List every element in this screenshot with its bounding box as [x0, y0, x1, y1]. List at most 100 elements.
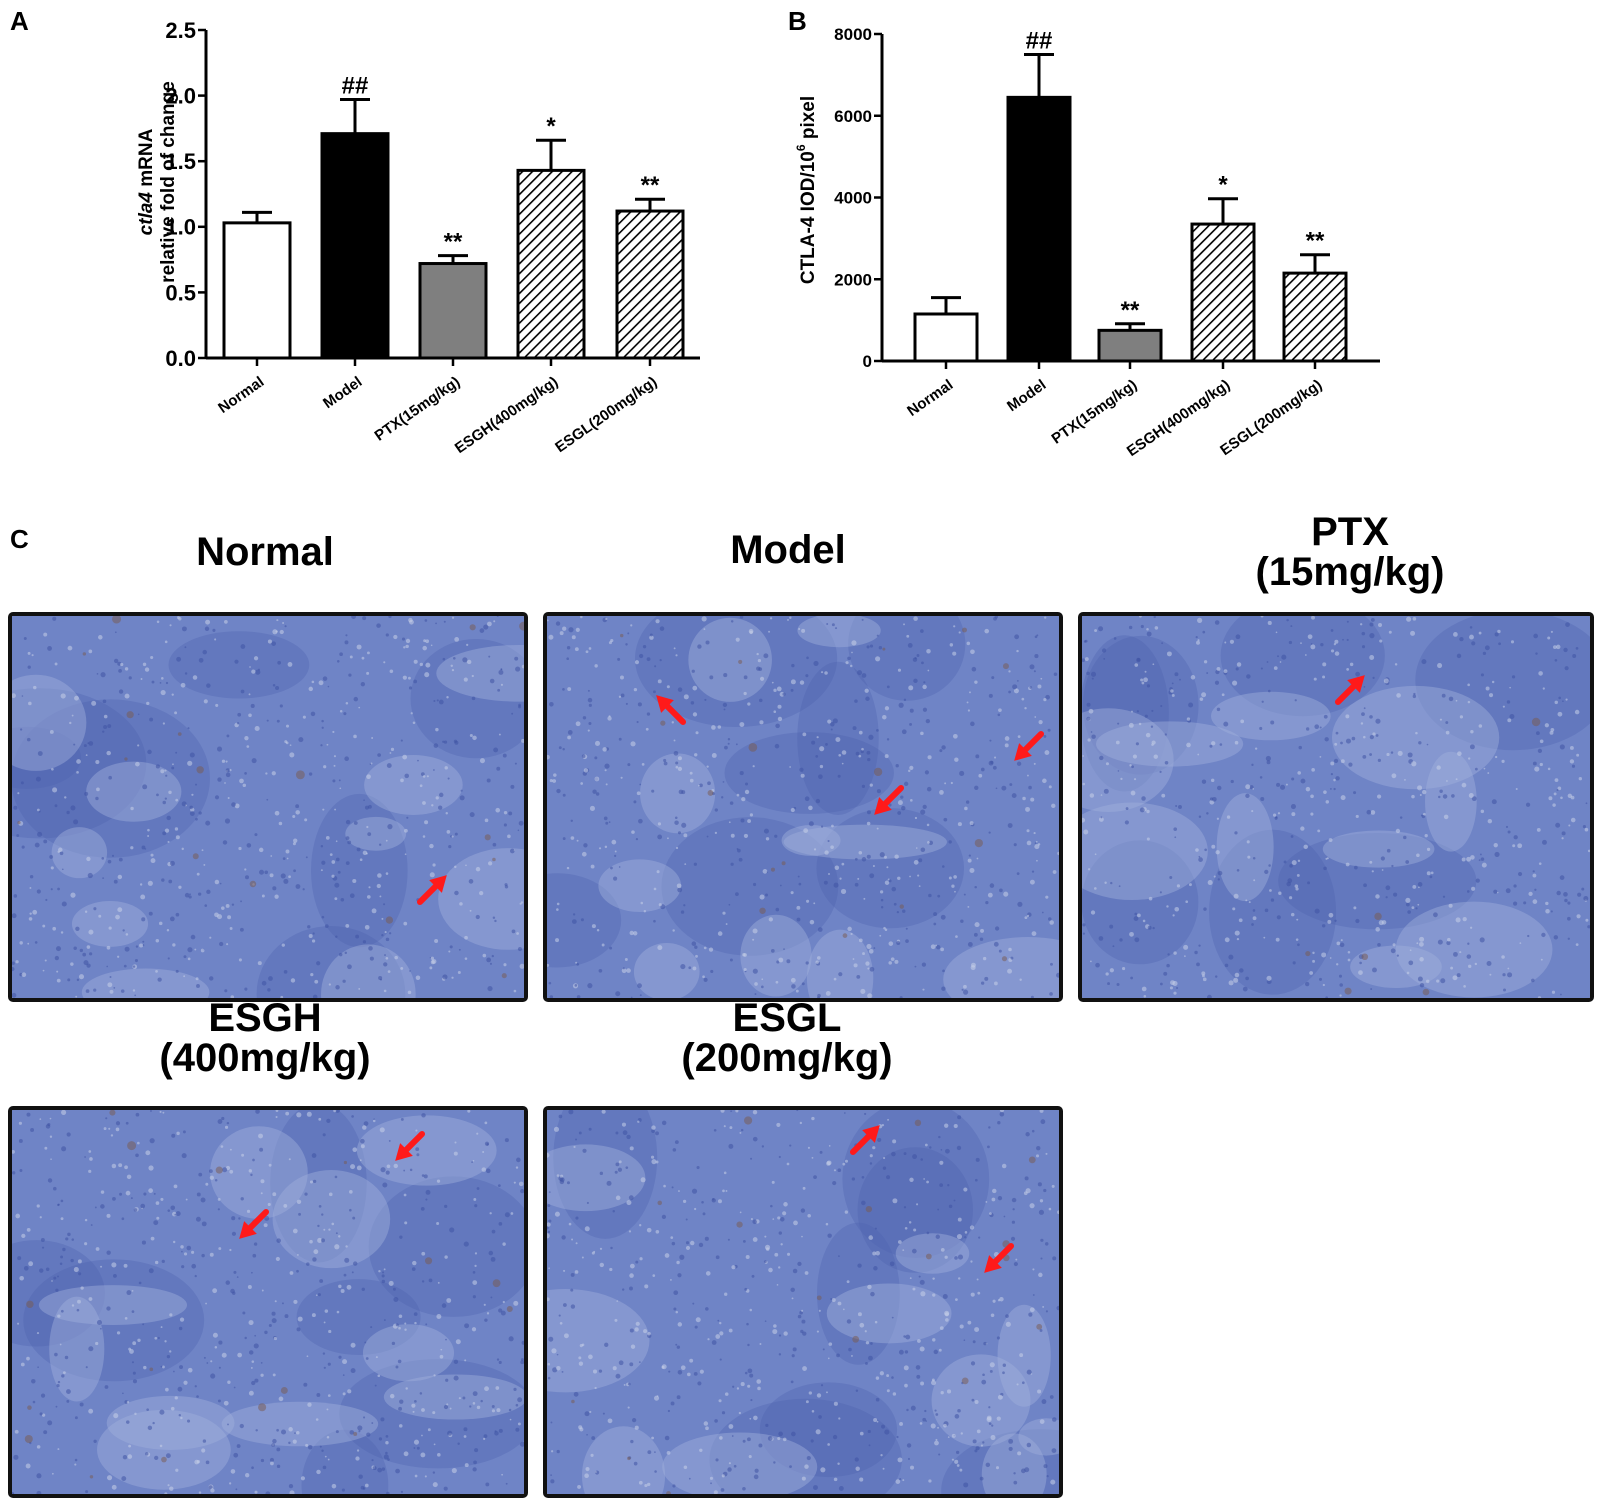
cell-speckle — [1015, 1258, 1018, 1261]
cell-speckle — [1471, 886, 1476, 891]
cell-speckle — [482, 1151, 485, 1154]
cell-speckle — [385, 956, 389, 960]
cell-speckle — [630, 741, 636, 747]
cell-speckle — [221, 759, 226, 763]
cell-speckle — [621, 1122, 627, 1127]
cell-speckle — [1517, 843, 1523, 849]
cell-speckle — [1334, 919, 1337, 922]
cell-speckle — [848, 1347, 852, 1352]
cell-speckle — [412, 721, 416, 725]
cell-speckle — [953, 875, 957, 879]
cell-speckle — [1461, 782, 1467, 788]
cell-speckle — [176, 1131, 180, 1136]
cell-speckle — [164, 769, 167, 772]
cell-speckle — [680, 1365, 686, 1370]
cell-speckle — [368, 946, 373, 951]
cell-speckle — [759, 676, 765, 681]
cell-speckle — [282, 622, 285, 624]
cell-speckle — [229, 1148, 232, 1151]
cell-speckle — [1153, 754, 1158, 759]
cell-speckle — [562, 626, 567, 631]
cell-speckle — [1057, 1210, 1059, 1215]
cell-speckle — [858, 730, 863, 735]
cell-speckle — [938, 1348, 942, 1352]
cell-speckle — [1451, 794, 1455, 798]
cell-speckle — [921, 661, 924, 665]
cell-speckle — [1412, 617, 1417, 621]
cell-speckle — [561, 1370, 564, 1373]
cell-speckle — [205, 820, 211, 826]
cell-speckle — [1082, 932, 1086, 935]
cell-speckle — [1330, 772, 1334, 776]
cell-speckle — [985, 1200, 988, 1203]
cell-speckle — [1026, 840, 1032, 846]
cell-speckle — [1041, 911, 1044, 914]
cell-speckle — [321, 726, 324, 729]
cell-speckle — [964, 806, 968, 811]
cell-speckle — [244, 868, 247, 871]
cell-speckle — [1285, 783, 1288, 786]
cell-speckle — [738, 857, 743, 862]
cell-speckle — [1171, 694, 1175, 697]
cell-speckle — [1031, 931, 1037, 937]
cell-speckle — [838, 972, 843, 977]
cell-speckle — [112, 1197, 116, 1201]
cell-speckle — [799, 680, 805, 685]
cell-speckle — [1298, 745, 1302, 750]
cell-speckle — [661, 1214, 667, 1220]
cell-speckle — [1493, 842, 1498, 848]
cell-speckle — [1461, 857, 1466, 862]
follicle-region — [339, 1359, 524, 1469]
cell-speckle — [183, 975, 186, 978]
cell-speckle — [858, 754, 862, 758]
cell-speckle — [635, 1321, 640, 1326]
cell-speckle — [1037, 684, 1042, 689]
cell-speckle — [454, 637, 460, 642]
cell-speckle — [1532, 873, 1537, 878]
cell-speckle — [122, 929, 125, 932]
cell-speckle — [823, 880, 828, 885]
cell-speckle — [1260, 667, 1263, 670]
cell-speckle — [264, 870, 269, 875]
cell-speckle — [1224, 641, 1227, 644]
cell-speckle — [582, 716, 587, 720]
cell-speckle — [21, 1233, 26, 1238]
follicle-region — [553, 1110, 658, 1239]
cell-speckle — [789, 1144, 792, 1147]
cell-speckle — [897, 800, 903, 806]
cell-speckle — [634, 1425, 639, 1430]
cell-speckle — [844, 1112, 846, 1114]
cell-speckle — [558, 1314, 561, 1317]
cell-speckle — [974, 1327, 980, 1333]
cell-speckle — [635, 1260, 639, 1264]
cell-speckle — [547, 1230, 551, 1234]
cell-speckle — [953, 625, 956, 628]
cell-speckle — [864, 1112, 867, 1116]
cell-speckle — [1363, 735, 1366, 739]
cell-speckle — [1198, 857, 1203, 862]
cell-speckle — [76, 1308, 80, 1312]
cell-speckle — [675, 1343, 678, 1346]
cell-speckle — [583, 768, 589, 773]
cell-speckle — [1577, 892, 1582, 897]
cell-speckle — [60, 1217, 64, 1221]
cell-speckle — [73, 1267, 79, 1273]
cell-speckle — [1276, 915, 1281, 920]
cell-speckle — [651, 1436, 654, 1440]
cell-speckle — [125, 1121, 129, 1125]
cell-speckle — [271, 771, 276, 776]
cell-speckle — [657, 834, 663, 840]
cell-speckle — [159, 1110, 162, 1113]
cell-speckle — [338, 952, 343, 957]
cell-speckle — [1309, 971, 1314, 975]
cell-speckle — [842, 1162, 846, 1166]
cell-speckle — [994, 981, 998, 986]
red-arrow-shaft — [244, 1208, 270, 1234]
cell-speckle — [1042, 1305, 1045, 1308]
cell-speckle — [744, 1371, 748, 1375]
cell-speckle — [234, 659, 239, 664]
cell-speckle — [857, 670, 863, 676]
cell-speckle — [96, 787, 100, 792]
cell-speckle — [979, 1476, 984, 1481]
cell-speckle — [1320, 642, 1324, 647]
